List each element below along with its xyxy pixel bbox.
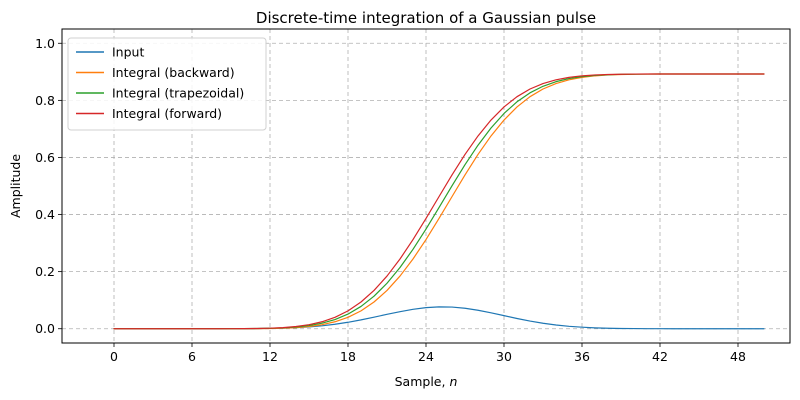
series-layer <box>113 73 765 330</box>
y-axis-label: Amplitude <box>8 154 23 218</box>
series-line-1 <box>113 306 765 330</box>
y-tick-label: 0.2 <box>35 264 55 279</box>
legend-label: Integral (trapezoidal) <box>112 86 244 101</box>
series-line-4 <box>113 73 765 330</box>
y-tick-label: 0.8 <box>35 93 55 108</box>
x-tick-label: 18 <box>340 349 356 364</box>
x-tick-label: 0 <box>110 349 118 364</box>
x-tick-label: 30 <box>496 349 512 364</box>
x-axis-label-prefix: Sample, <box>395 374 450 389</box>
legend-box <box>67 37 267 131</box>
x-axis: 0 6 12 18 24 30 36 42 48 <box>110 343 746 364</box>
legend-label: Input <box>112 45 144 60</box>
x-tick-label: 24 <box>418 349 434 364</box>
x-axis-label: Sample, n <box>395 374 458 389</box>
legend: Input Integral (backward) Integral (trapez… <box>67 37 267 131</box>
chart-title: Discrete-time integration of a Gaussian … <box>256 9 596 27</box>
legend-label: Integral (backward) <box>112 65 235 80</box>
legend-label: Integral (forward) <box>112 106 222 121</box>
x-tick-label: 42 <box>652 349 668 364</box>
x-axis-label-variable: n <box>449 374 457 389</box>
y-tick-label: 0.0 <box>35 321 55 336</box>
y-tick-label: 0.4 <box>35 207 55 222</box>
x-tick-label: 12 <box>262 349 278 364</box>
y-tick-label: 1.0 <box>35 36 55 51</box>
x-tick-label: 48 <box>730 349 746 364</box>
x-tick-label: 36 <box>574 349 590 364</box>
y-axis: 0.0 0.2 0.4 0.6 0.8 1.0 <box>35 36 62 336</box>
x-tick-label: 6 <box>188 349 196 364</box>
y-tick-label: 0.6 <box>35 150 55 165</box>
